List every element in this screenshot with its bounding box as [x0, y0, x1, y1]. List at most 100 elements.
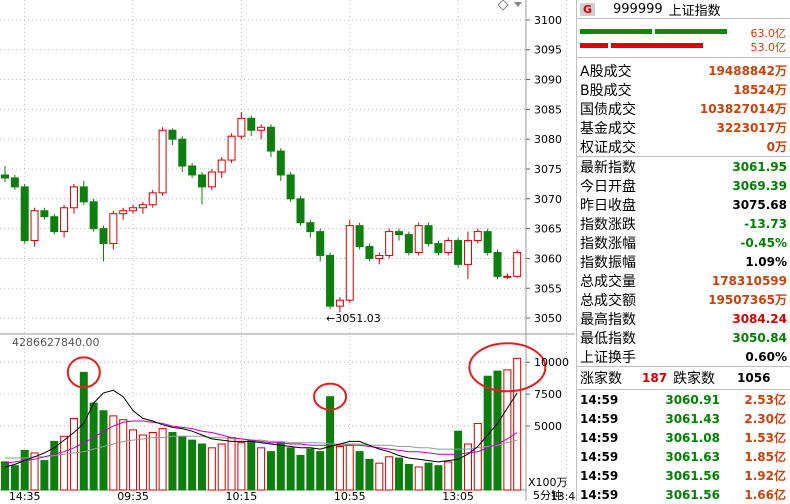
index-stat-row: 昨日收盘 3075.68 — [577, 195, 790, 214]
trade-amount: 2.30亿 — [744, 412, 786, 426]
turnover-value: 18524万 — [733, 83, 787, 97]
flow-bar-green-2 — [655, 29, 727, 34]
candle-down — [493, 251, 502, 277]
volume-bar-up — [207, 447, 216, 491]
index-badge: G — [580, 2, 595, 16]
volume-bar-down — [40, 460, 49, 491]
highlight-circle — [313, 382, 348, 411]
trade-row[interactable]: 14:59 3061.63 1.85亿 — [577, 447, 790, 466]
index-stat-label: 上证换手 — [580, 349, 636, 366]
diamond-icon[interactable] — [497, 0, 509, 11]
timeframe-label: 5分钟 — [533, 488, 562, 501]
turnover-value: 0万 — [766, 140, 787, 154]
index-stat-value: 3084.24 — [732, 311, 787, 326]
turnover-row: A股成交 19488842万 — [577, 61, 790, 80]
volume-bar-up — [335, 446, 344, 491]
trade-price: 3061.43 — [665, 411, 720, 426]
volume-ma-line-1 — [4, 389, 518, 468]
volume-tick-label: 10000 — [534, 356, 569, 369]
tick-trade-list[interactable]: 14:59 3060.91 2.53亿 14:59 3061.43 2.30亿 14:59 3… — [577, 390, 790, 504]
volume-bar-up — [414, 466, 423, 491]
volume-bar-up — [148, 431, 157, 491]
candle-down — [188, 165, 197, 176]
trade-row[interactable]: 14:59 3061.08 1.53亿 — [577, 428, 790, 447]
price-tick-label: 3075 — [534, 163, 562, 176]
volume-bar-up — [473, 423, 482, 491]
index-stat-value: 3061.95 — [732, 159, 787, 174]
turnover-label: 基金成交 — [580, 120, 636, 137]
price-tick-label: 3090 — [534, 74, 562, 87]
turnover-value: 3223017万 — [716, 121, 787, 135]
index-stat-label: 最新指数 — [580, 159, 636, 176]
volume-bar-down — [99, 410, 108, 491]
candle-up — [444, 240, 453, 253]
volume-bar-down — [355, 451, 364, 491]
trade-row[interactable]: 14:59 3061.56 1.66亿 — [577, 485, 790, 504]
candle-up — [138, 204, 147, 209]
candle-down — [198, 174, 206, 188]
low-annotation: ←3051.03 — [326, 312, 381, 325]
candle-down — [404, 234, 413, 253]
candle-up — [414, 225, 423, 253]
turnover-row: 国债成交 103827014万 — [577, 99, 790, 118]
index-stat-row: 最低指数 3050.84 — [577, 328, 790, 347]
volume-bar-up — [503, 369, 512, 491]
volume-bar-up — [129, 429, 138, 491]
index-stat-label: 总成交额 — [580, 292, 636, 309]
index-stat-row: 最新指数 3061.95 — [577, 157, 790, 176]
index-stat-row: 指数振幅 1.09% — [577, 252, 790, 271]
volume-bar-up — [69, 417, 78, 491]
candle-down — [424, 225, 433, 245]
volume-bar-up — [138, 434, 147, 491]
candle-up — [345, 225, 354, 301]
trade-row[interactable]: 14:59 3061.43 2.30亿 — [577, 409, 790, 428]
volume-bar-down — [493, 370, 502, 491]
flow-bars: 63.0亿 53.0亿 — [577, 19, 790, 58]
candle-down — [355, 225, 364, 248]
volume-bar-up — [30, 452, 39, 491]
volume-bar-up — [463, 443, 472, 491]
flow-bar-value-1: 63.0亿 — [750, 27, 787, 40]
volume-bar-up — [158, 428, 167, 491]
volume-bar-down — [306, 448, 315, 491]
trade-time: 14:59 — [580, 411, 619, 426]
volume-bar-up — [257, 447, 266, 491]
volume-bar-down — [316, 451, 325, 491]
candlesticks — [1, 112, 522, 313]
volume-bar-up — [109, 415, 118, 491]
scroll-arrow-icon[interactable] — [514, 2, 522, 7]
index-stat-value: 3069.39 — [732, 178, 787, 193]
trade-row[interactable]: 14:59 3060.91 2.53亿 — [577, 390, 790, 409]
candle-down — [99, 228, 108, 245]
index-stat-value: 1.09% — [745, 254, 787, 269]
candle-down — [483, 231, 492, 253]
time-tick-label: 13:45 — [551, 490, 575, 501]
volume-bar-down — [20, 449, 29, 491]
volume-bar-up — [237, 442, 246, 491]
trade-row[interactable]: 14:59 3061.56 1.92亿 — [577, 466, 790, 485]
candle-down — [434, 243, 443, 253]
volume-bar-down — [483, 375, 492, 491]
candle-down — [10, 177, 19, 188]
index-stat-label: 指数涨幅 — [580, 235, 636, 252]
index-stat-label: 最低指数 — [580, 330, 636, 347]
index-info-panel: G 999999 上证指数 63.0亿 53.0亿 A股成交 19488842万 B… — [576, 0, 790, 504]
candle-down — [316, 231, 325, 256]
time-tick-label: 09:35 — [117, 490, 149, 501]
panel-header: G 999999 上证指数 — [577, 0, 790, 19]
candle-up — [158, 129, 167, 194]
turnover-section: A股成交 19488842万 B股成交 18524万 国债成交 103827014万 基金成… — [577, 58, 790, 157]
candle-down — [1, 174, 9, 179]
trade-price: 3061.63 — [665, 449, 720, 464]
volume-bar-down — [454, 430, 463, 491]
candle-up — [217, 159, 226, 173]
candle-up — [375, 254, 384, 259]
volume-header: 4286627840.00 — [12, 336, 99, 349]
volume-bar-up — [375, 462, 384, 491]
index-stat-value: 178310599 — [711, 273, 787, 288]
price-tick-label: 3085 — [534, 103, 562, 116]
kline-chart[interactable]: 3050 3055 3060 3065 3070 3075 3080 3085 3090 3095… — [0, 0, 575, 501]
turnover-row: B股成交 18524万 — [577, 80, 790, 99]
index-stat-value: 3050.84 — [732, 330, 787, 345]
volume-bar-down — [404, 463, 413, 491]
